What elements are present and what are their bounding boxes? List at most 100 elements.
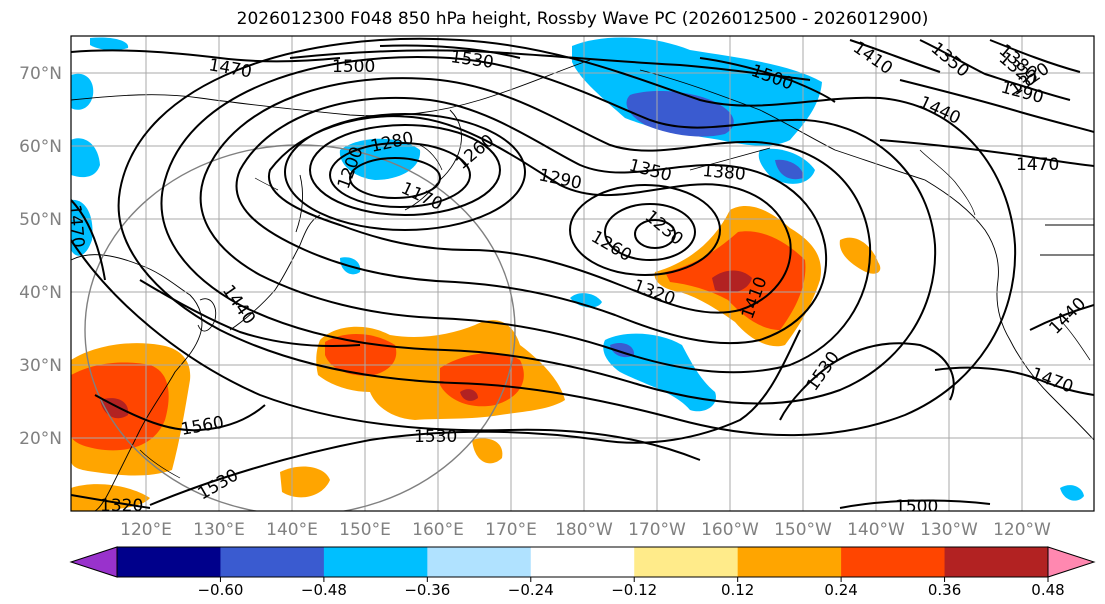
contour-1530-north (379, 44, 521, 59)
contour-label: 1500 (895, 497, 938, 517)
positive-anomaly-far-east (839, 237, 881, 274)
lon-label: 150°W (774, 520, 832, 540)
contour-label: 1380 (702, 161, 747, 185)
contour-1440-east (1029, 304, 1094, 331)
lon-label: 130°E (193, 520, 245, 540)
colorbar-segment (117, 547, 221, 577)
contour-1350-northeast (919, 39, 1071, 101)
coastline-details (139, 144, 1091, 479)
contour-trough-3 (199, 77, 872, 374)
coastline-aleutians (689, 147, 771, 171)
contour-low-west-3 (309, 124, 501, 216)
lon-label: 140°E (266, 520, 318, 540)
contour-label: 1470 (207, 55, 253, 82)
colorbar-segment (737, 547, 842, 577)
contour-1530-south (149, 329, 801, 506)
contour-low-west-4 (284, 113, 526, 231)
positive-anomaly-central-pacific-core (712, 270, 752, 293)
coastline-alaska (639, 69, 999, 281)
contour-1500-south (71, 239, 701, 461)
colorbar-tick-label: −0.12 (611, 581, 657, 599)
contour-label: 1470 (1016, 155, 1059, 175)
negative-anomaly-regions (71, 37, 1084, 501)
contour-label: 1440 (1045, 294, 1090, 339)
contour-label: 1470 (64, 204, 88, 249)
contour-label: 1320 (100, 496, 143, 516)
contour-1440-asia (139, 279, 361, 348)
contour-low-east-1 (634, 219, 676, 249)
lon-label: 170°E (485, 520, 537, 540)
contour-1470-northwest (71, 49, 341, 63)
colorbar-segment (220, 547, 325, 577)
contour-trough-1 (267, 115, 792, 314)
colorbar-segment (530, 547, 635, 577)
lon-label: 140°W (847, 520, 905, 540)
colorbar-frame (116, 546, 1049, 578)
positive-anomaly-western-pacific-core (460, 389, 478, 401)
negative-anomaly-west-3 (71, 199, 93, 256)
colorbar-segment (841, 547, 946, 577)
lon-label: 150°E (339, 520, 391, 540)
latitude-labels: 70°N 60°N 50°N 40°N 30°N 20°N (19, 64, 62, 449)
contour-1470-east (934, 366, 1094, 396)
lat-label: 60°N (19, 137, 62, 157)
contour-low-east-3 (569, 184, 721, 276)
contour-label: 1350 (627, 156, 674, 187)
contour-1470-northeast (879, 139, 1094, 167)
contour-1470-west (71, 199, 106, 281)
contour-label: 1530 (414, 427, 457, 447)
contour-1320-northeast (989, 39, 1081, 73)
contour-1500-far-south (839, 499, 991, 509)
contour-low-west-1 (349, 157, 441, 199)
positive-anomaly-asia-core (100, 398, 129, 419)
colorbar-extend-low (69, 546, 118, 578)
contour-1500-north (289, 49, 811, 81)
colorbar-segment (427, 547, 532, 577)
contour-label: 1230 (641, 207, 687, 250)
coastline-siberia (71, 59, 591, 117)
colorbar-tick-label: −0.36 (404, 581, 450, 599)
colorbar-tick-label: −0.48 (301, 581, 347, 599)
colorbar-segment (323, 547, 428, 577)
contour-1440-northeast (899, 79, 1094, 133)
colorbar-segment (634, 547, 739, 577)
lat-label: 70°N (19, 64, 62, 84)
negative-anomaly-east-small (1060, 485, 1084, 501)
lon-label: 120°W (993, 520, 1051, 540)
lat-label: 30°N (19, 356, 62, 376)
contour-low-west-2 (329, 142, 471, 208)
negative-anomaly-topleft (90, 37, 129, 51)
lon-label: 180°W (555, 520, 613, 540)
map-title: 2026012300 F048 850 hPa height, Rossby W… (236, 9, 929, 29)
contour-1530-southwest (71, 494, 151, 509)
contour-1410-northeast (849, 39, 941, 73)
colorbar-tick-label: −0.60 (197, 581, 243, 599)
negative-anomaly-bering (572, 37, 822, 146)
lat-label: 50°N (19, 210, 62, 230)
contour-label: 1530 (195, 465, 242, 504)
colorbar-tick-label: 0.48 (1031, 581, 1064, 599)
negative-anomaly-alaska-core (775, 159, 804, 180)
lat-label: 40°N (19, 283, 62, 303)
lon-label: 160°W (701, 520, 759, 540)
colorbar: −0.60 −0.48 −0.36 −0.24 −0.12 0.12 0.24 0.36 0.4… (69, 546, 1096, 599)
height-contours (71, 37, 1094, 509)
colorbar-tick-label: 0.36 (928, 581, 961, 599)
colorbar-tick-label: 0.24 (824, 581, 857, 599)
contour-low-east-2 (604, 203, 696, 261)
contour-label: 1290 (537, 165, 583, 194)
colorbar-extend-high (1047, 546, 1096, 578)
contour-trough-4 (160, 56, 937, 405)
colorbar-tick-label: −0.24 (508, 581, 554, 599)
contour-label: 1470 (1028, 364, 1075, 398)
contour-label: 1500 (332, 57, 375, 77)
contour-label: 1440 (916, 92, 964, 128)
contour-1500-ridge (699, 57, 836, 103)
contour-label: 1260 (588, 227, 635, 266)
colorbar-tick-label: 0.12 (721, 581, 754, 599)
map-frame (70, 35, 1095, 512)
lon-label: 130°W (920, 520, 978, 540)
longitude-labels: 120°E 130°E 140°E 150°E 160°E 170°E 180°… (120, 520, 1051, 540)
coastline-sakhalin (295, 174, 303, 233)
